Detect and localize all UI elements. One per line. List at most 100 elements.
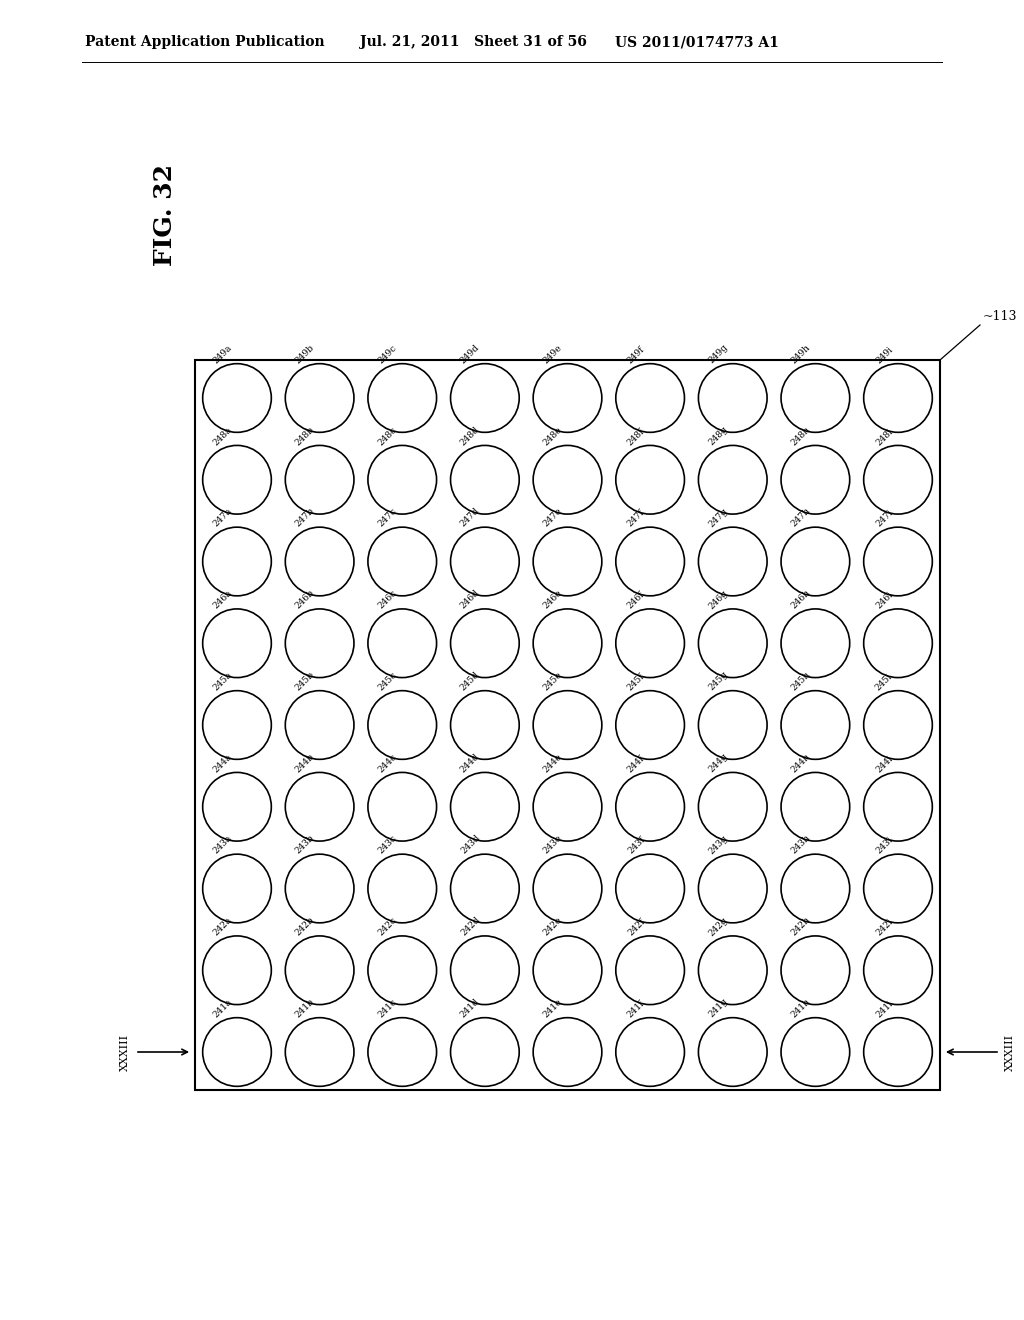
Bar: [195, 360, 940, 1090]
Text: 244i: 244i: [874, 754, 895, 774]
Text: 243i: 243i: [874, 836, 895, 855]
Circle shape: [863, 936, 932, 1005]
Text: 249d: 249d: [459, 343, 481, 366]
Circle shape: [286, 690, 354, 759]
Circle shape: [451, 364, 519, 433]
Circle shape: [615, 364, 684, 433]
Circle shape: [615, 445, 684, 513]
Text: 241a: 241a: [211, 997, 233, 1019]
Text: 244e: 244e: [542, 752, 564, 774]
Text: 246g: 246g: [707, 589, 729, 611]
Text: 248c: 248c: [377, 425, 398, 447]
Text: 246e: 246e: [542, 589, 564, 611]
Text: 245i: 245i: [873, 672, 895, 693]
Text: 245a: 245a: [211, 671, 233, 693]
Circle shape: [698, 445, 767, 513]
Circle shape: [368, 445, 436, 513]
Text: 247h: 247h: [790, 507, 812, 529]
Circle shape: [286, 1018, 354, 1086]
Text: 242e: 242e: [542, 916, 564, 937]
Circle shape: [534, 690, 602, 759]
Text: 241h: 241h: [790, 997, 812, 1019]
Circle shape: [781, 609, 850, 677]
Circle shape: [451, 690, 519, 759]
Text: 242c: 242c: [377, 916, 398, 937]
Text: 248b: 248b: [294, 425, 316, 447]
Text: 241c: 241c: [377, 998, 398, 1019]
Text: 246i: 246i: [874, 590, 895, 611]
Circle shape: [615, 690, 684, 759]
Text: 243a: 243a: [211, 834, 233, 855]
Text: 247b: 247b: [294, 507, 316, 529]
Text: 241b: 241b: [294, 997, 316, 1019]
Text: 249e: 249e: [542, 343, 564, 366]
Text: 245e: 245e: [542, 671, 564, 693]
Circle shape: [534, 609, 602, 677]
Circle shape: [451, 854, 519, 923]
Circle shape: [368, 772, 436, 841]
Text: 247f: 247f: [626, 508, 647, 529]
Text: 244g: 244g: [707, 751, 729, 774]
Circle shape: [203, 609, 271, 677]
Circle shape: [615, 527, 684, 595]
Text: Patent Application Publication: Patent Application Publication: [85, 36, 325, 49]
Text: 245g: 245g: [707, 669, 729, 693]
Circle shape: [451, 527, 519, 595]
Circle shape: [534, 1018, 602, 1086]
Text: US 2011/0174773 A1: US 2011/0174773 A1: [615, 36, 779, 49]
Text: 243c: 243c: [377, 834, 398, 855]
Circle shape: [286, 527, 354, 595]
Circle shape: [698, 609, 767, 677]
Text: 243h: 243h: [790, 833, 812, 855]
Circle shape: [781, 445, 850, 513]
Circle shape: [534, 527, 602, 595]
Circle shape: [863, 1018, 932, 1086]
Text: 247g: 247g: [707, 507, 729, 529]
Text: 247d: 247d: [459, 507, 481, 529]
Circle shape: [698, 1018, 767, 1086]
Circle shape: [534, 854, 602, 923]
Text: 242f: 242f: [626, 917, 647, 937]
Text: 247c: 247c: [377, 507, 398, 529]
Text: 248d: 248d: [459, 425, 481, 447]
Circle shape: [368, 364, 436, 433]
Circle shape: [368, 527, 436, 595]
Text: Jul. 21, 2011   Sheet 31 of 56: Jul. 21, 2011 Sheet 31 of 56: [360, 36, 587, 49]
Circle shape: [698, 936, 767, 1005]
Circle shape: [863, 364, 932, 433]
Text: 242h: 242h: [790, 915, 812, 937]
Circle shape: [203, 690, 271, 759]
Circle shape: [534, 364, 602, 433]
Circle shape: [863, 609, 932, 677]
Circle shape: [203, 445, 271, 513]
Circle shape: [534, 445, 602, 513]
Circle shape: [863, 772, 932, 841]
Text: 246a: 246a: [211, 589, 233, 611]
Circle shape: [863, 690, 932, 759]
Circle shape: [286, 445, 354, 513]
Circle shape: [534, 936, 602, 1005]
Circle shape: [203, 1018, 271, 1086]
Text: 244b: 244b: [294, 751, 316, 774]
Circle shape: [781, 936, 850, 1005]
Text: 242g: 242g: [707, 915, 729, 937]
Text: 241f: 241f: [626, 999, 647, 1019]
Circle shape: [781, 1018, 850, 1086]
Circle shape: [368, 936, 436, 1005]
Text: 246b: 246b: [294, 589, 316, 611]
Text: FIG. 32: FIG. 32: [153, 164, 177, 267]
Text: 242a: 242a: [211, 916, 233, 937]
Text: 243e: 243e: [542, 834, 564, 855]
Text: XXXIII: XXXIII: [1005, 1034, 1015, 1071]
Text: 247a: 247a: [211, 507, 233, 529]
Text: 241i: 241i: [874, 999, 895, 1019]
Text: 247i: 247i: [874, 508, 895, 529]
Text: 246d: 246d: [459, 589, 481, 611]
Circle shape: [451, 936, 519, 1005]
Text: 242b: 242b: [294, 915, 316, 937]
Text: 243d: 243d: [459, 833, 481, 855]
Text: 248g: 248g: [707, 425, 729, 447]
Circle shape: [451, 772, 519, 841]
Circle shape: [203, 364, 271, 433]
Circle shape: [781, 364, 850, 433]
